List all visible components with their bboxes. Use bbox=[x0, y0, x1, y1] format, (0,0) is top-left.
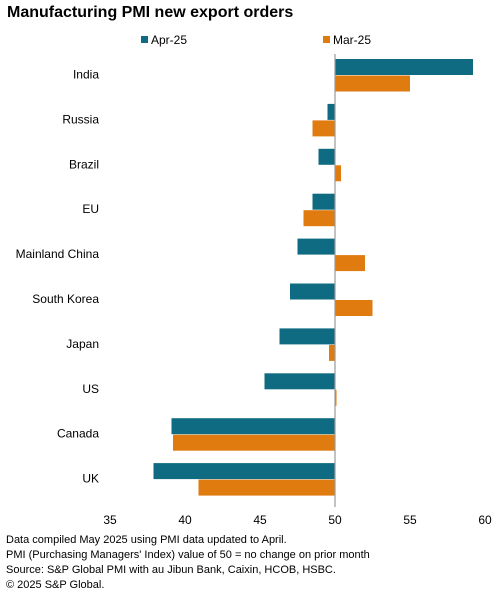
footnote-line: Source: S&P Global PMI with au Jibun Ban… bbox=[6, 564, 336, 576]
bar-us-apr-25 bbox=[264, 373, 335, 390]
category-label-brazil: Brazil bbox=[69, 157, 99, 171]
category-label-mainland-china: Mainland China bbox=[16, 247, 100, 261]
footnote-line: Data compiled May 2025 using PMI data up… bbox=[6, 534, 287, 546]
bar-japan-mar-25 bbox=[329, 344, 335, 361]
legend: Apr-25 Mar-25 bbox=[141, 33, 371, 47]
bar-russia-mar-25 bbox=[312, 120, 335, 137]
footnotes: Data compiled May 2025 using PMI data up… bbox=[6, 533, 370, 593]
bar-canada-mar-25 bbox=[173, 434, 335, 451]
category-label-eu: EU bbox=[82, 202, 99, 216]
category-label-south-korea: South Korea bbox=[32, 292, 99, 306]
chart-title: Manufacturing PMI new export orders bbox=[7, 4, 294, 21]
bar-mainland-china-apr-25 bbox=[297, 238, 335, 255]
x-axis: 35 40 45 50 55 60 bbox=[103, 513, 492, 527]
legend-label-apr-25: Apr-25 bbox=[151, 33, 187, 47]
category-label-india: India bbox=[73, 68, 99, 82]
category-label-us: US bbox=[82, 382, 99, 396]
legend-swatch-apr-25 bbox=[141, 36, 148, 43]
bar-mainland-china-mar-25 bbox=[335, 255, 365, 272]
x-tick-label: 50 bbox=[328, 513, 342, 527]
bar-us-mar-25 bbox=[335, 389, 337, 406]
x-tick-label: 45 bbox=[253, 513, 267, 527]
x-tick-label: 35 bbox=[103, 513, 117, 527]
bar-russia-apr-25 bbox=[327, 103, 335, 120]
category-label-russia: Russia bbox=[62, 112, 99, 126]
bar-eu-apr-25 bbox=[312, 193, 335, 210]
x-tick-label: 40 bbox=[178, 513, 192, 527]
bar-south-korea-mar-25 bbox=[335, 300, 373, 316]
bar-eu-mar-25 bbox=[303, 210, 335, 227]
category-labels: India Russia Brazil EU Mainland China South K… bbox=[16, 68, 100, 486]
footnote-line: © 2025 S&P Global. bbox=[6, 579, 105, 591]
category-label-japan: Japan bbox=[66, 337, 99, 351]
bar-uk-mar-25 bbox=[198, 479, 335, 496]
legend-swatch-mar-25 bbox=[323, 36, 330, 43]
bar-brazil-mar-25 bbox=[335, 165, 341, 182]
bar-japan-apr-25 bbox=[279, 328, 335, 345]
category-label-uk: UK bbox=[82, 472, 99, 486]
x-tick-label: 55 bbox=[403, 513, 417, 527]
legend-label-mar-25: Mar-25 bbox=[333, 33, 371, 47]
bar-india-apr-25 bbox=[335, 59, 473, 75]
bar-canada-apr-25 bbox=[171, 418, 335, 435]
footnote-line: PMI (Purchasing Managers' Index) value o… bbox=[6, 549, 370, 561]
bar-brazil-apr-25 bbox=[318, 148, 335, 165]
bar-india-mar-25 bbox=[335, 75, 410, 92]
bar-uk-apr-25 bbox=[153, 463, 335, 480]
category-label-canada: Canada bbox=[57, 427, 99, 441]
x-tick-label: 60 bbox=[478, 513, 492, 527]
bar-south-korea-apr-25 bbox=[290, 283, 335, 300]
bar-chart: Apr-25 Mar-25 India Russia Brazil EU Mainland… bbox=[16, 33, 492, 527]
bars-group bbox=[153, 59, 473, 496]
